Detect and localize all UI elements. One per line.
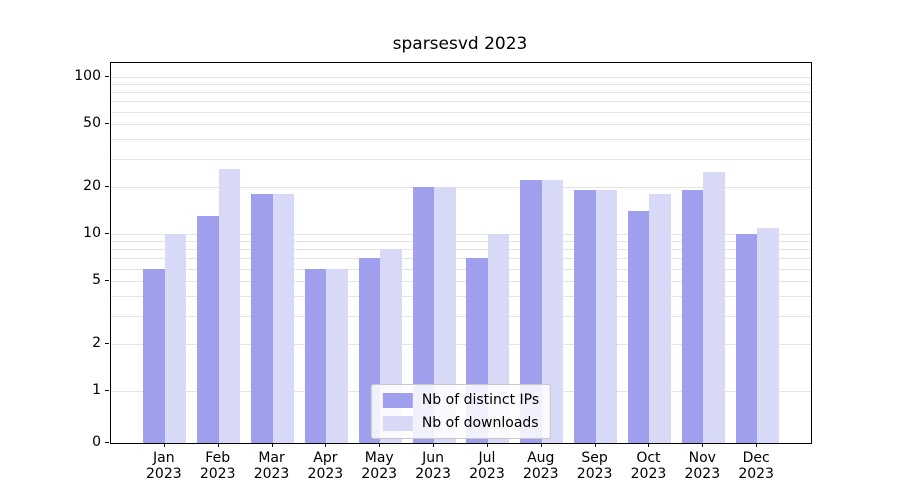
y-tick-label: 10 [83, 225, 101, 241]
gridline [111, 241, 811, 243]
x-tick-mark [540, 443, 542, 447]
bar-nb-of-distinct-ips-jan [143, 268, 165, 443]
bar-nb-of-distinct-ips-mar [251, 193, 273, 443]
bar-nb-of-downloads-aug [541, 180, 564, 443]
y-tick-label: 1 [92, 382, 101, 398]
x-tick-label: Jul 2023 [469, 450, 505, 482]
bar-nb-of-distinct-ips-apr [304, 268, 327, 443]
bar-nb-of-downloads-mar [272, 193, 295, 443]
bar-nb-of-distinct-ips-aug [520, 180, 542, 443]
y-tick-mark [105, 233, 109, 234]
legend-entry-downloads: Nb of downloads [382, 415, 539, 431]
x-tick-mark [433, 443, 435, 447]
bar-nb-of-downloads-apr [326, 268, 348, 443]
x-tick-label: Apr 2023 [307, 450, 344, 482]
x-tick-mark [756, 443, 758, 447]
gridline [111, 92, 811, 94]
bar-nb-of-distinct-ips-jun [412, 186, 435, 443]
x-tick-label: Nov 2023 [684, 450, 721, 482]
gridline [111, 124, 811, 126]
bar-nb-of-distinct-ips-oct [627, 211, 650, 443]
legend: Nb of distinct IPs Nb of downloads [370, 384, 552, 439]
x-tick-mark [217, 443, 219, 447]
y-tick-mark [105, 390, 109, 391]
gridline [111, 258, 811, 260]
x-tick-mark [163, 443, 165, 447]
x-tick-label: Mar 2023 [253, 450, 290, 482]
y-tick-mark [105, 123, 109, 125]
gridline [111, 343, 811, 345]
y-tick-mark [105, 76, 109, 77]
x-tick-label: Dec 2023 [738, 450, 774, 482]
x-tick-label: Aug 2023 [522, 450, 559, 482]
legend-label-distinct-ips: Nb of distinct IPs [421, 392, 540, 408]
bar-nb-of-downloads-oct [649, 193, 671, 443]
chart-title: sparsesvd 2023 [392, 34, 528, 54]
bar-nb-of-distinct-ips-nov [681, 190, 704, 443]
bar-nb-of-distinct-ips-sep [574, 190, 596, 443]
x-tick-label: Jun 2023 [415, 450, 451, 482]
legend-swatch-distinct-ips [382, 392, 413, 408]
y-tick-mark [105, 442, 109, 443]
y-tick-label: 100 [74, 68, 101, 84]
x-tick-mark [325, 443, 327, 447]
bar-nb-of-downloads-sep [595, 190, 618, 443]
bar-nb-of-distinct-ips-feb [197, 216, 219, 443]
y-tick-label: 5 [92, 272, 101, 289]
bar-nb-of-distinct-ips-dec [735, 234, 758, 443]
legend-label-downloads: Nb of downloads [421, 415, 539, 431]
x-tick-mark [271, 443, 273, 447]
plot-area: Nb of distinct IPs Nb of downloads [110, 62, 812, 444]
bar-nb-of-downloads-nov [703, 171, 725, 443]
gridline [111, 249, 811, 251]
x-tick-mark [594, 443, 596, 447]
x-tick-label: Feb 2023 [199, 450, 236, 482]
y-tick-label: 50 [83, 115, 101, 132]
x-tick-mark [648, 443, 650, 447]
x-tick-label: Sep 2023 [576, 450, 613, 482]
gridline [111, 84, 811, 86]
y-tick-mark [105, 280, 109, 282]
x-tick-mark [379, 443, 381, 447]
x-tick-label: May 2023 [361, 450, 398, 482]
x-tick-label: Jan 2023 [146, 450, 182, 482]
legend-swatch-downloads [382, 415, 413, 431]
gridline [111, 159, 811, 161]
y-tick-label: 2 [92, 334, 101, 351]
gridline [111, 111, 811, 113]
gridline [111, 186, 811, 188]
gridline [111, 101, 811, 103]
gridline [111, 281, 811, 283]
gridline [111, 296, 811, 298]
gridline [111, 268, 811, 270]
bar-nb-of-downloads-dec [757, 227, 779, 443]
x-tick-mark [486, 443, 488, 447]
gridline [111, 234, 811, 235]
x-tick-mark [702, 443, 704, 447]
legend-entry-distinct-ips: Nb of distinct IPs [382, 392, 540, 408]
y-tick-mark [105, 342, 109, 344]
bar-nb-of-downloads-jan [164, 234, 187, 443]
y-tick-label: 20 [83, 177, 101, 194]
bar-nb-of-downloads-jun [434, 186, 456, 443]
y-tick-mark [105, 185, 109, 187]
gridline [111, 77, 811, 78]
y-tick-label: 0 [92, 434, 101, 450]
gridline [111, 139, 811, 141]
x-tick-label: Oct 2023 [630, 450, 667, 482]
bar-nb-of-downloads-feb [218, 168, 241, 443]
gridline [111, 316, 811, 318]
